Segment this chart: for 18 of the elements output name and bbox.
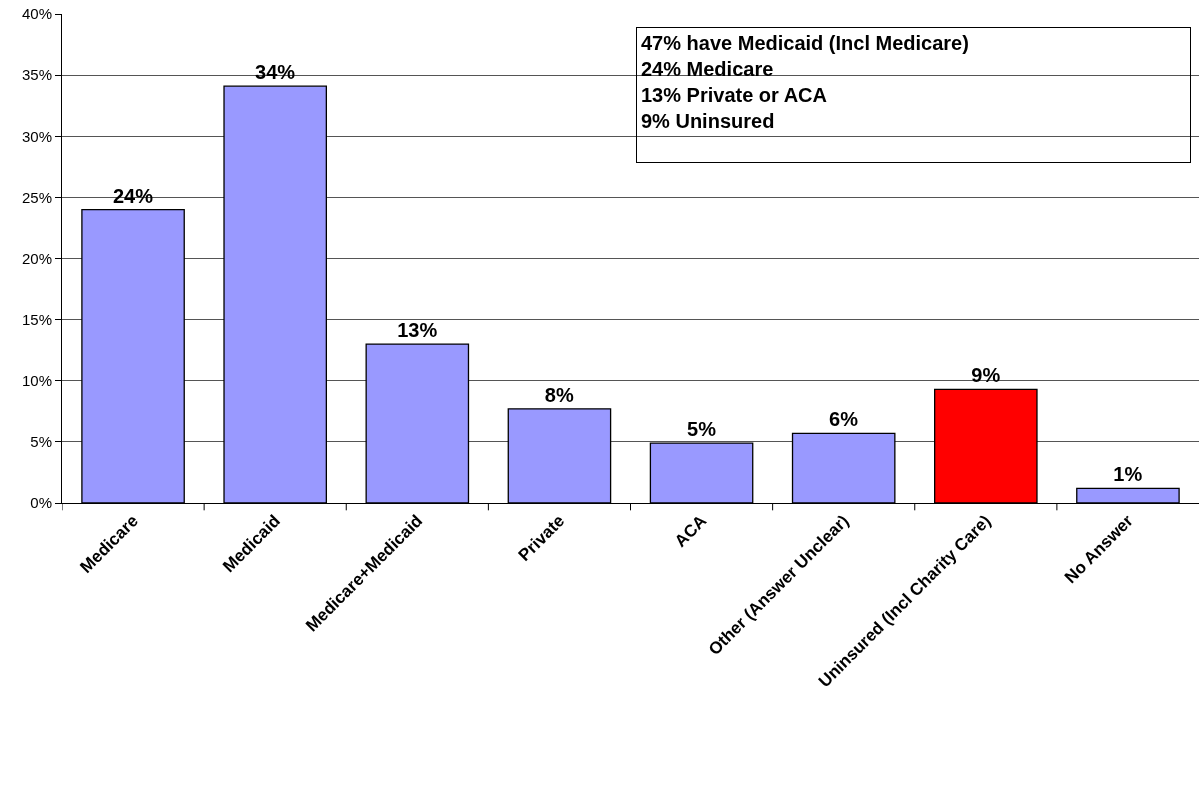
annotation: 9% Uninsured (641, 110, 775, 132)
y-tick-label: 15% (21, 310, 52, 328)
y-tick-label: 40% (21, 5, 52, 23)
y-tick-label: 35% (21, 66, 52, 84)
annotation: 47% have Medicaid (Incl Medicare) (641, 32, 969, 54)
annotation: 13% Private or ACA (641, 84, 827, 106)
y-tick-label: 5% (30, 433, 52, 451)
annotation: 24% Medicare (641, 58, 774, 80)
y-tick-label: 10% (21, 372, 52, 389)
data-label: 5% (687, 418, 717, 441)
data-label: 1% (1113, 463, 1143, 486)
y-tick-label: 0% (30, 494, 52, 512)
data-label: 6% (829, 408, 859, 431)
y-tick-label: 25% (21, 188, 52, 206)
data-label: 8% (544, 383, 574, 406)
y-tick-label: 20% (21, 249, 52, 267)
data-label: 13% (397, 319, 438, 342)
y-tick-label: 30% (21, 127, 52, 145)
